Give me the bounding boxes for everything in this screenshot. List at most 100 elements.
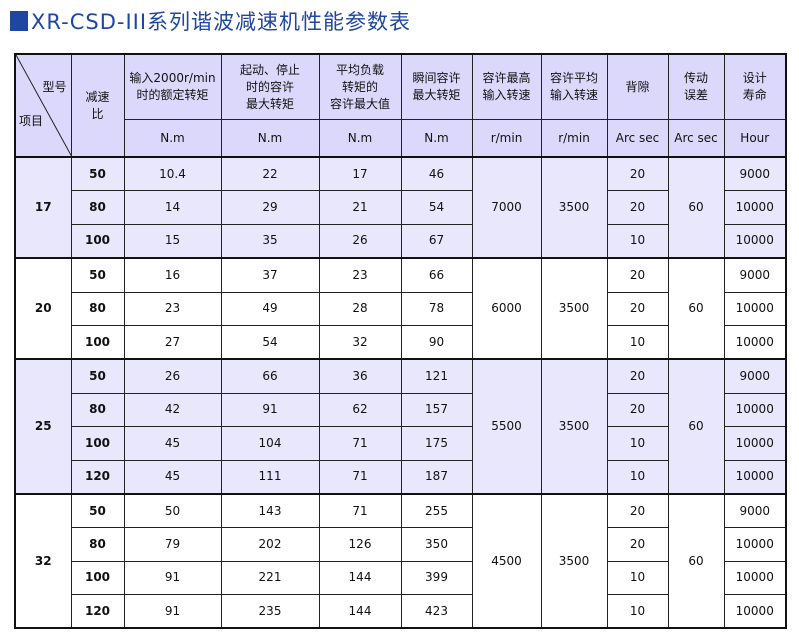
- instant-torque-cell: 46: [400, 156, 473, 192]
- ratio-cell: 80: [70, 392, 125, 428]
- avg-load-torque-cell: 36: [318, 358, 402, 394]
- model-cell: 25: [14, 358, 72, 495]
- ratio-cell: 120: [70, 459, 125, 495]
- rated-torque-cell: 27: [123, 324, 222, 360]
- ratio-cell: 80: [70, 527, 125, 562]
- column-unit: r/min: [540, 119, 608, 158]
- backlash-cell: 10: [606, 594, 669, 629]
- design-life-cell: 10000: [723, 594, 787, 629]
- column-unit: r/min: [471, 119, 542, 158]
- instant-torque-cell: 121: [400, 358, 473, 394]
- backlash-cell: 10: [606, 459, 669, 495]
- avg-speed-cell: 3500: [540, 155, 608, 259]
- instant-torque-cell: 78: [400, 291, 473, 326]
- backlash-cell: 10: [606, 324, 669, 360]
- rated-torque-cell: 42: [123, 392, 222, 428]
- design-life-cell: 10000: [723, 392, 787, 428]
- rated-torque-cell: 15: [123, 223, 222, 259]
- start-stop-torque-cell: 37: [220, 257, 320, 293]
- rated-torque-cell: 45: [123, 459, 222, 495]
- max-speed-cell: 7000: [471, 155, 542, 259]
- table-row: 17 50 10.4 22 17 46 7000 3500 20 60 9000: [14, 155, 787, 259]
- instant-torque-cell: 90: [400, 324, 473, 360]
- start-stop-torque-cell: 35: [220, 223, 320, 259]
- start-stop-torque-cell: 235: [220, 594, 320, 629]
- avg-speed-cell: 3500: [540, 257, 608, 360]
- transmission-error-cell: 60: [667, 492, 725, 629]
- model-cell: 20: [14, 257, 72, 360]
- backlash-cell: 10: [606, 426, 669, 461]
- rated-torque-cell: 23: [123, 291, 222, 326]
- start-stop-torque-cell: 66: [220, 358, 320, 394]
- page-title: XR-CSD-III系列谐波减速机性能参数表: [10, 6, 411, 36]
- rated-torque-cell: 91: [123, 594, 222, 629]
- table-row: 80 42 91 62 157 20 10000: [15, 392, 787, 428]
- column-unit: N.m: [220, 119, 320, 158]
- design-life-cell: 10000: [723, 190, 787, 225]
- ratio-cell: 100: [70, 223, 125, 259]
- table-row: 32 50 50 143 71 255 4500 3500 20 60 9000: [14, 492, 787, 629]
- design-life-cell: 10000: [723, 527, 787, 562]
- rated-torque-cell: 50: [123, 492, 222, 529]
- avg-load-torque-cell: 71: [318, 426, 402, 461]
- table-row: 120 91 235 144 423 10 10000: [15, 594, 787, 629]
- ratio-cell: 120: [70, 594, 125, 629]
- start-stop-torque-cell: 22: [220, 156, 320, 192]
- diagonal-divider: [16, 55, 72, 157]
- avg-load-torque-cell: 17: [318, 156, 402, 192]
- design-life-cell: 10000: [723, 560, 787, 596]
- backlash-cell: 20: [606, 257, 669, 293]
- table-row: 100 45 104 71 175 10 10000: [15, 426, 787, 461]
- instant-torque-cell: 157: [400, 392, 473, 428]
- design-life-cell: 9000: [723, 492, 787, 529]
- start-stop-torque-cell: 91: [220, 392, 320, 428]
- transmission-error-cell: 60: [667, 358, 725, 495]
- start-stop-torque-cell: 143: [220, 492, 320, 529]
- max-speed-cell: 4500: [471, 492, 542, 629]
- start-stop-torque-cell: 202: [220, 527, 320, 562]
- column-unit: Arc sec: [667, 119, 725, 158]
- design-life-cell: 10000: [723, 324, 787, 360]
- backlash-cell: 20: [606, 492, 669, 529]
- backlash-cell: 10: [606, 223, 669, 259]
- backlash-cell: 10: [606, 560, 669, 596]
- ratio-cell: 50: [70, 358, 125, 394]
- ratio-cell: 50: [70, 257, 125, 293]
- rated-torque-cell: 79: [123, 527, 222, 562]
- rated-torque-cell: 14: [123, 190, 222, 225]
- ratio-cell: 50: [70, 492, 125, 529]
- table-row: 20 50 16 37 23 66 6000 3500 20 60 9000: [14, 257, 787, 360]
- design-life-cell: 9000: [723, 156, 787, 192]
- corner-item-label: 项目: [19, 114, 44, 128]
- column-header: 设计 寿命: [723, 53, 787, 120]
- avg-load-torque-cell: 144: [318, 560, 402, 596]
- title-square-icon: [10, 11, 28, 31]
- spec-table: 型号 项目 减速比 输入2000r/min 时的额定转矩 起动、停止 时的容许 最…: [14, 53, 787, 630]
- corner-header-cell: 型号 项目: [14, 53, 72, 158]
- column-header: 瞬间容许 最大转矩: [400, 53, 473, 120]
- start-stop-torque-cell: 104: [220, 426, 320, 461]
- design-life-cell: 10000: [723, 459, 787, 495]
- design-life-cell: 10000: [723, 426, 787, 461]
- column-unit: Arc sec: [606, 119, 669, 158]
- backlash-cell: 20: [606, 156, 669, 192]
- design-life-cell: 10000: [723, 291, 787, 326]
- transmission-error-cell: 60: [667, 257, 725, 360]
- backlash-cell: 20: [606, 291, 669, 326]
- rated-torque-cell: 45: [123, 426, 222, 461]
- ratio-cell: 50: [70, 156, 125, 192]
- start-stop-torque-cell: 49: [220, 291, 320, 326]
- backlash-cell: 20: [606, 392, 669, 428]
- avg-load-torque-cell: 126: [318, 527, 402, 562]
- rated-torque-cell: 26: [123, 358, 222, 394]
- instant-torque-cell: 187: [400, 459, 473, 495]
- avg-load-torque-cell: 23: [318, 257, 402, 293]
- backlash-cell: 20: [606, 358, 669, 394]
- avg-speed-cell: 3500: [540, 358, 608, 495]
- ratio-cell: 100: [70, 426, 125, 461]
- instant-torque-cell: 66: [400, 257, 473, 293]
- model-cell: 32: [14, 492, 72, 629]
- ratio-cell: 80: [70, 291, 125, 326]
- table-row: 100 15 35 26 67 10 10000: [15, 223, 787, 259]
- backlash-cell: 20: [606, 527, 669, 562]
